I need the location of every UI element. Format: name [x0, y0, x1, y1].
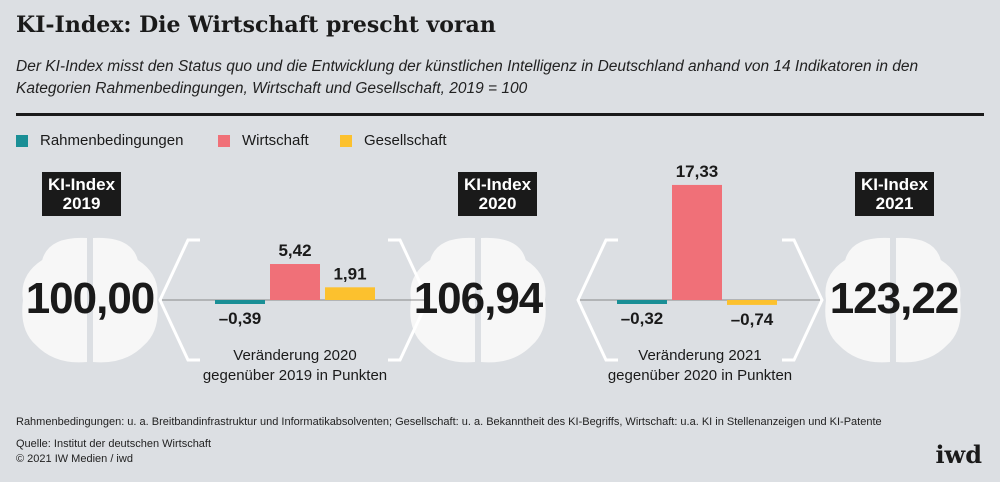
footnote: Rahmenbedingungen: u. a. Breitbandinfras…	[16, 416, 882, 428]
index-value-2019: 100,00	[25, 274, 156, 323]
copyright: © 2021 IW Medien / iwd	[16, 453, 133, 465]
index-label-2021: KI-Index 2021	[855, 172, 935, 216]
caption-2020: Veränderung 2020 gegenüber 2019 in Punkte…	[202, 347, 388, 384]
brain-icon	[410, 237, 546, 363]
bracket-left	[158, 238, 200, 362]
bar-value-label: –0,74	[731, 310, 774, 329]
bar-wirtschaft	[672, 184, 722, 300]
bar-gesellschaft	[325, 287, 375, 300]
source: Quelle: Institut der deutschen Wirtschaf…	[16, 438, 212, 450]
legend-item-wirtschaft: Wirtschaft	[218, 132, 309, 149]
bar-rahmenbedingungen	[617, 300, 667, 304]
caption-2021: Veränderung 2021 gegenüber 2020 in Punkte…	[607, 347, 793, 384]
divider	[16, 113, 984, 116]
legend-swatch	[218, 134, 230, 147]
legend-label: Gesellschaft	[364, 132, 447, 149]
index-value-2021: 123,22	[829, 274, 960, 323]
bar-value-label: –0,32	[621, 309, 664, 328]
bar-wirtschaft	[270, 264, 320, 300]
bar-gesellschaft	[727, 300, 777, 305]
legend-label: Wirtschaft	[242, 132, 309, 149]
bar-value-label: 17,33	[676, 162, 719, 181]
index-value-2020: 106,94	[413, 274, 544, 323]
brain-icon	[22, 237, 158, 363]
iwd-logo: iwd	[935, 440, 982, 469]
legend-swatch	[16, 134, 28, 147]
bar-value-label: –0,39	[219, 309, 262, 328]
legend-item-rahmenbedingungen: Rahmenbedingungen	[16, 132, 183, 149]
legend-swatch	[340, 134, 352, 147]
subtitle: Der KI-Index misst den Status quo und di…	[16, 58, 919, 97]
legend-item-gesellschaft: Gesellschaft	[340, 132, 447, 149]
page-title: KI-Index: Die Wirtschaft prescht voran	[16, 12, 496, 38]
bar-value-label: 1,91	[333, 264, 366, 283]
bracket-right	[388, 238, 430, 362]
index-label-2020: KI-Index 2020	[458, 172, 538, 216]
bar-value-label: 5,42	[278, 241, 311, 260]
bracket-right	[782, 238, 824, 362]
legend-label: Rahmenbedingungen	[40, 132, 184, 149]
bracket-left	[576, 238, 618, 362]
bar-rahmenbedingungen	[215, 300, 265, 304]
brain-icon	[825, 237, 961, 363]
index-label-2019: KI-Index 2019	[42, 172, 122, 216]
